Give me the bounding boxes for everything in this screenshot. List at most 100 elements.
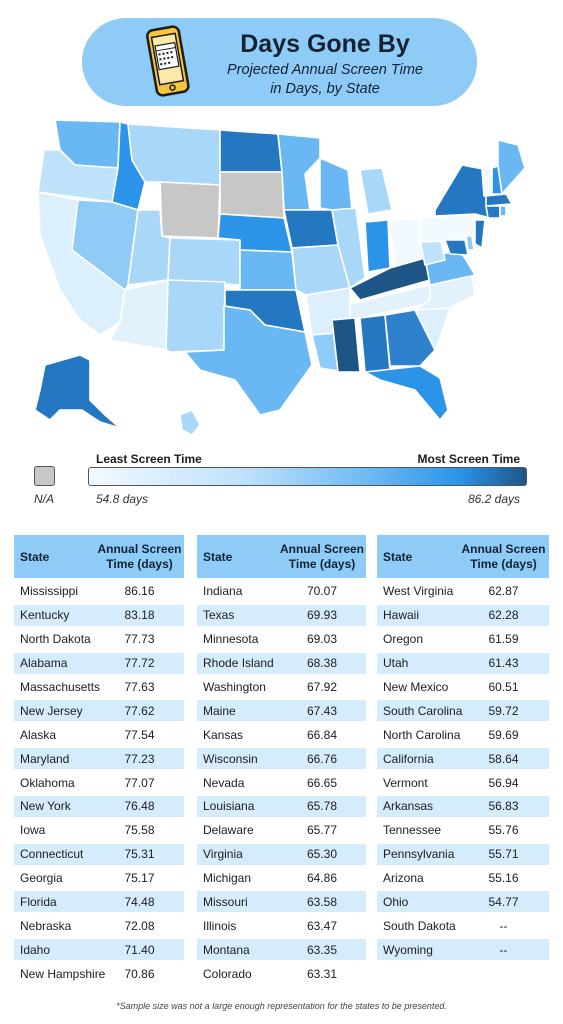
state-arizona bbox=[109, 279, 169, 351]
phone-calendar-icon bbox=[146, 25, 190, 97]
cell-state: Maine bbox=[203, 703, 236, 718]
cell-state: Maryland bbox=[20, 751, 70, 766]
cell-state: Colorado bbox=[203, 966, 252, 981]
table-row: Rhode Island 68.38 bbox=[197, 652, 366, 674]
state-wisconsin bbox=[319, 157, 353, 211]
table-header: State Annual Screen Time (days) bbox=[197, 535, 366, 578]
cell-state: Indiana bbox=[203, 584, 243, 599]
header-value-line-2: Time (days) bbox=[470, 556, 537, 571]
cell-state: New Jersey bbox=[20, 703, 83, 718]
cell-state: Wisconsin bbox=[203, 751, 258, 766]
state-montana bbox=[127, 123, 221, 186]
cell-state: Minnesota bbox=[203, 632, 259, 647]
cell-state: Missouri bbox=[203, 894, 248, 909]
table-row: New York 76.48 bbox=[14, 795, 184, 817]
header-value-line-2: Time (days) bbox=[288, 556, 356, 571]
table-row: Missouri 63.58 bbox=[197, 891, 366, 913]
table-row: Maine 67.43 bbox=[197, 700, 366, 722]
cell-value: 65.77 bbox=[306, 823, 338, 838]
cell-value: 86.16 bbox=[124, 584, 155, 599]
state-new-mexico bbox=[165, 279, 226, 353]
table-row: Hawaii 62.28 bbox=[377, 604, 549, 626]
state-delaware bbox=[465, 235, 475, 251]
cell-state: New York bbox=[20, 799, 71, 814]
chart-title: Days Gone By bbox=[240, 30, 410, 58]
cell-value: 70.07 bbox=[306, 584, 338, 599]
cell-state: Nevada bbox=[203, 775, 245, 790]
state-kansas bbox=[239, 249, 297, 291]
cell-state: Iowa bbox=[20, 823, 46, 838]
table-row: Utah 61.43 bbox=[377, 652, 549, 674]
cell-state: Michigan bbox=[203, 871, 252, 886]
state-rhode-island bbox=[499, 205, 507, 217]
table-row: Maryland 77.23 bbox=[14, 748, 184, 770]
cell-value: 68.38 bbox=[306, 656, 338, 671]
cell-state: Montana bbox=[203, 942, 250, 957]
header-value-line-1: Annual Screen bbox=[279, 541, 365, 556]
legend-gradient-bar bbox=[88, 467, 527, 486]
table-row: Arizona 55.16 bbox=[377, 868, 549, 889]
state-colorado bbox=[167, 237, 241, 286]
table-row: Arkansas 56.83 bbox=[377, 795, 549, 817]
state-maine bbox=[497, 139, 526, 195]
table-row: West Virginia 62.87 bbox=[377, 581, 549, 602]
cell-value: 75.58 bbox=[124, 823, 155, 838]
table-row: Louisiana 65.78 bbox=[197, 795, 366, 817]
table-row: Mississippi 86.16 bbox=[14, 581, 184, 602]
table-row: Alabama 77.72 bbox=[14, 652, 184, 674]
cell-state: Kentucky bbox=[20, 608, 70, 623]
state-georgia bbox=[384, 309, 436, 367]
table-row: Texas 69.93 bbox=[197, 604, 366, 626]
cell-state: Louisiana bbox=[203, 799, 255, 814]
cell-value: 55.71 bbox=[488, 847, 519, 862]
table-header: State Annual Screen Time (days) bbox=[377, 535, 549, 578]
cell-value: 77.07 bbox=[124, 775, 155, 790]
cell-value: -- bbox=[499, 942, 508, 957]
table-row: Wisconsin 66.76 bbox=[197, 748, 366, 770]
table-row: Delaware 65.77 bbox=[197, 820, 366, 841]
cell-value: 74.48 bbox=[124, 894, 155, 909]
state-texas bbox=[184, 305, 313, 416]
table-row: Iowa 75.58 bbox=[14, 820, 184, 841]
cell-value: 59.72 bbox=[488, 703, 519, 718]
legend-least-label: Least Screen Time bbox=[96, 452, 202, 466]
cell-value: 75.17 bbox=[124, 871, 155, 886]
table-row: Florida 74.48 bbox=[14, 891, 184, 913]
cell-state: California bbox=[383, 751, 434, 766]
cell-value: 54.77 bbox=[488, 894, 519, 909]
cell-value: 77.63 bbox=[124, 679, 155, 694]
cell-value: 65.30 bbox=[306, 847, 338, 862]
cell-value: 62.87 bbox=[488, 584, 519, 599]
cell-state: Arkansas bbox=[383, 799, 434, 814]
cell-value: 71.40 bbox=[124, 942, 155, 957]
chart-subtitle: Projected Annual Screen Time in Days, by… bbox=[196, 61, 454, 99]
cell-value: 70.86 bbox=[124, 966, 155, 981]
state-iowa bbox=[283, 209, 339, 249]
cell-state: Ohio bbox=[383, 894, 409, 909]
table-row: Kansas 66.84 bbox=[197, 724, 366, 745]
cell-state: Idaho bbox=[20, 942, 51, 957]
cell-state: Tennessee bbox=[383, 823, 442, 838]
table-row: Connecticut 75.31 bbox=[14, 843, 184, 865]
cell-state: South Carolina bbox=[383, 703, 463, 718]
cell-state: Hawaii bbox=[383, 608, 420, 623]
header-value: Annual Screen Time (days) bbox=[95, 542, 184, 572]
table-row: Oregon 61.59 bbox=[377, 629, 549, 650]
cell-state: Oklahoma bbox=[20, 775, 75, 790]
cell-state: Alabama bbox=[20, 656, 68, 671]
table-column-1: State Annual Screen Time (days) Mississi… bbox=[14, 535, 184, 984]
header-value: Annual Screen Time (days) bbox=[278, 542, 366, 572]
cell-value: -- bbox=[499, 918, 508, 933]
cell-state: Kansas bbox=[203, 727, 244, 742]
cell-value: 63.47 bbox=[306, 918, 338, 933]
cell-state: Texas bbox=[203, 608, 235, 623]
state-wyoming bbox=[159, 181, 221, 239]
cell-state: Pennsylvania bbox=[383, 847, 455, 862]
cell-state: Connecticut bbox=[20, 847, 84, 862]
state-connecticut bbox=[485, 205, 501, 219]
table-row: North Carolina 59.69 bbox=[377, 724, 549, 745]
header-value: Annual Screen Time (days) bbox=[458, 542, 549, 572]
header-value-line-1: Annual Screen bbox=[461, 541, 546, 556]
table-row: Pennsylvania 55.71 bbox=[377, 843, 549, 865]
table-row: Nevada 66.65 bbox=[197, 772, 366, 793]
